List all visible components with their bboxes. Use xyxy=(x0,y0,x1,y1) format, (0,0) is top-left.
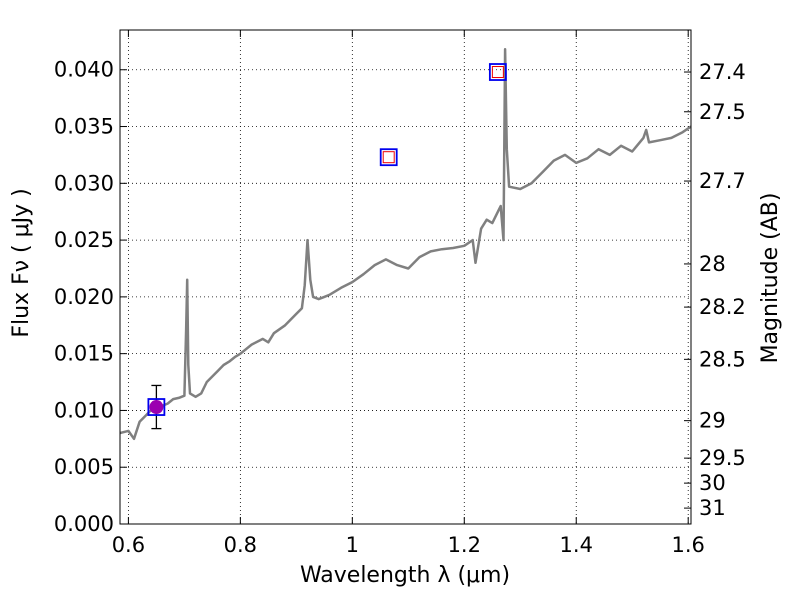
y2-tick-label: 29.5 xyxy=(699,446,746,470)
y-axis-label: Flux Fν ( μJy ) xyxy=(9,188,34,337)
y2-tick-label: 31 xyxy=(699,496,726,520)
y-tick-label: 0.020 xyxy=(54,285,114,309)
x-tick-label: 0.6 xyxy=(112,533,145,557)
y-tick-label: 0.000 xyxy=(54,512,114,536)
x-tick-label: 1.6 xyxy=(671,533,704,557)
y-tick-label: 0.015 xyxy=(54,342,114,366)
plot-frame xyxy=(119,29,692,525)
y-tick-label: 0.010 xyxy=(54,398,114,422)
y2-axis-label: Magnitude (AB) xyxy=(758,193,783,364)
y2-tick-label: 28 xyxy=(699,252,726,276)
y-tick-label: 0.025 xyxy=(54,228,114,252)
x-tick-label: 0.8 xyxy=(224,533,257,557)
y2-tick-label: 27.7 xyxy=(699,169,746,193)
model-square-blue xyxy=(488,63,507,81)
y2-tick-label: 28.5 xyxy=(699,347,746,371)
y2-tick-label: 29 xyxy=(699,409,726,433)
model-square-blue xyxy=(147,398,166,416)
observed-point xyxy=(149,400,164,415)
y-tick-label: 0.035 xyxy=(54,115,114,139)
model-square-red xyxy=(382,151,395,164)
model-square-blue xyxy=(379,148,398,167)
y-tick-label: 0.040 xyxy=(54,58,114,82)
marker-layer xyxy=(147,63,507,430)
y-tick-label: 0.030 xyxy=(54,171,114,195)
y2-tick-label: 27.4 xyxy=(699,60,746,84)
y2-tick-label: 27.5 xyxy=(699,100,746,124)
x-axis-label: Wavelength λ (μm) xyxy=(300,563,510,588)
grid-lines xyxy=(120,30,691,525)
y2-tick-label: 28.2 xyxy=(699,295,746,319)
y-tick-label: 0.005 xyxy=(54,455,114,479)
series-layer xyxy=(120,48,691,441)
x-tick-label: 1 xyxy=(346,533,359,557)
model-square-red xyxy=(491,66,504,79)
spectrum-line xyxy=(120,48,691,441)
x-tick-label: 1.4 xyxy=(560,533,593,557)
y2-tick-label: 30 xyxy=(699,471,726,495)
x-tick-label: 1.2 xyxy=(448,533,481,557)
tick-layer: 0.6 0.8 1 1.2 1.4 1.6 0.000 0.005 0.010 0.015 0.02… xyxy=(54,30,746,557)
